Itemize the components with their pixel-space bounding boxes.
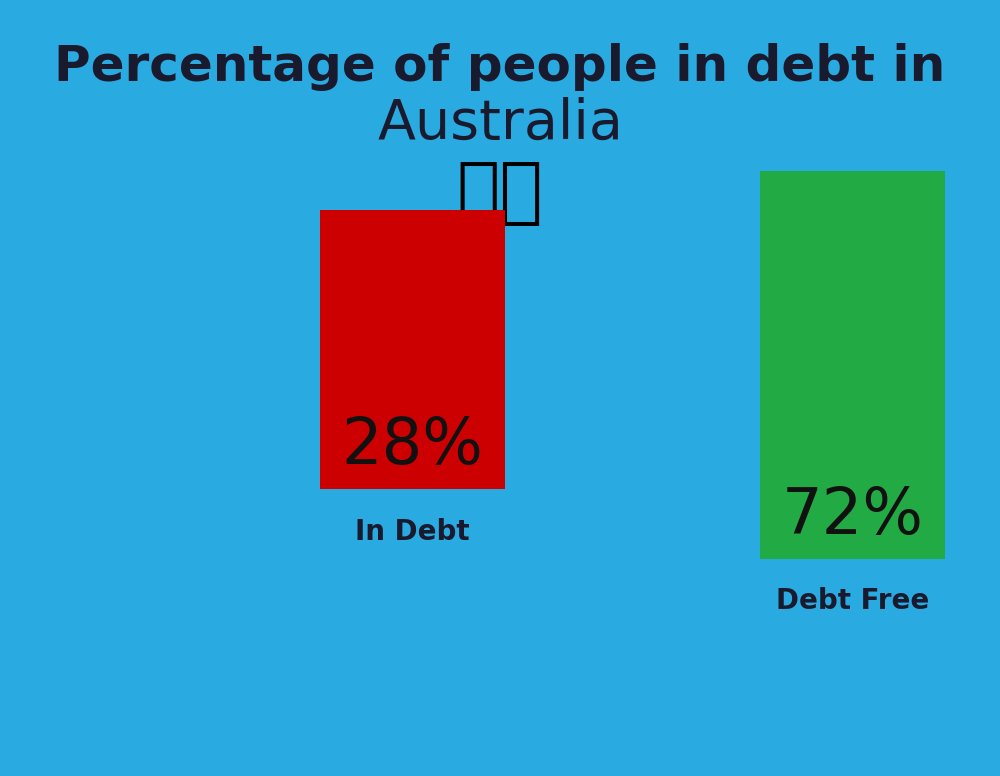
Bar	[760, 171, 945, 559]
Text: 72%: 72%	[782, 485, 924, 547]
Text: In Debt: In Debt	[355, 518, 470, 546]
Text: Australia: Australia	[377, 97, 623, 151]
Text: Percentage of people in debt in: Percentage of people in debt in	[54, 43, 946, 91]
Text: 🇦🇺: 🇦🇺	[457, 159, 543, 228]
Text: Debt Free: Debt Free	[776, 587, 929, 615]
Circle shape	[255, 221, 745, 601]
Bar	[320, 210, 505, 489]
Text: 28%: 28%	[342, 415, 483, 477]
